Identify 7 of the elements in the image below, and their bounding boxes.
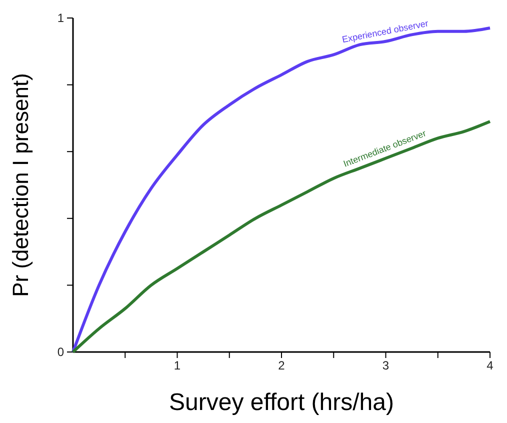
x-axis-title: Survey effort (hrs/ha) <box>169 389 394 416</box>
y-axis-title: Pr (detection I present) <box>8 73 33 297</box>
x-tick-label: 1 <box>174 358 181 373</box>
x-tick-label: 4 <box>486 358 494 373</box>
y-tick-label: 0 <box>57 344 64 359</box>
x-tick-label: 3 <box>382 358 390 373</box>
x-tick-label: 2 <box>278 358 286 373</box>
